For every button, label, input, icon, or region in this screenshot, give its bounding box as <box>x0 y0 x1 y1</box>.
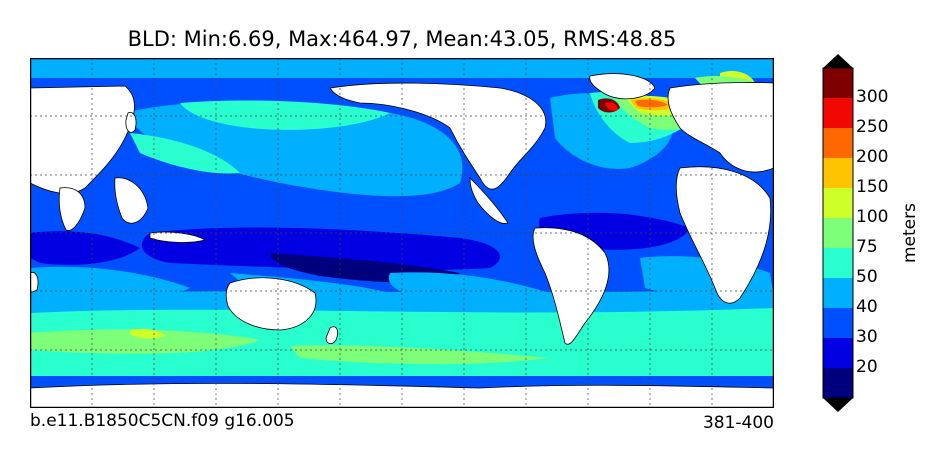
land-greenland <box>589 73 656 100</box>
colorbar-segment <box>823 338 853 368</box>
land-new-zealand <box>325 326 338 344</box>
ocean-depth-map <box>30 58 774 408</box>
land-north-america <box>329 82 547 190</box>
case-name-caption: b.e11.B1850C5CN.f09 g16.005 <box>30 411 295 431</box>
southern-yellow <box>130 328 165 339</box>
north-atlantic-red <box>635 99 668 108</box>
land-south-america <box>532 227 610 345</box>
tropical-pacific-dark <box>141 227 500 271</box>
colorbar-tick-label: 50 <box>856 267 878 287</box>
colorbar-segment <box>823 128 853 158</box>
land-australia <box>225 277 317 331</box>
colorbar-label: meters <box>900 203 920 263</box>
colorbar-tick-label: 300 <box>856 87 889 107</box>
colorbar-tick-label: 30 <box>856 327 878 347</box>
colorbar-tick-label: 40 <box>856 297 878 317</box>
north-pacific-teal <box>180 100 390 130</box>
colorbar-segment <box>823 308 853 338</box>
land-india <box>58 187 86 231</box>
colorbar-tick-label: 100 <box>856 207 889 227</box>
labrador-red <box>605 102 618 111</box>
colorbar-tick-label: 20 <box>856 357 878 377</box>
colorbar-segment <box>823 248 853 278</box>
map-grid <box>30 58 774 408</box>
colorbar-outline <box>822 67 854 399</box>
land-eurasia <box>667 82 774 173</box>
land-madagascar <box>30 271 39 294</box>
indian-ocean-dark <box>30 231 140 265</box>
colorbar-segment <box>823 368 853 398</box>
north-pacific-light <box>125 101 463 197</box>
colorbar-tick-label: 150 <box>856 177 889 197</box>
colorbar-segment <box>823 218 853 248</box>
land-se-asia <box>114 177 149 224</box>
colorbar-tick-label: 75 <box>856 237 878 257</box>
colorbar-tick-label: 250 <box>856 117 889 137</box>
land-central-america <box>469 177 509 224</box>
colorbar-segment <box>823 188 853 218</box>
plot-title: BLD: Min:6.69, Max:464.97, Mean:43.05, R… <box>127 27 677 51</box>
land-japan <box>125 111 137 133</box>
colorbar-extend-low <box>823 398 853 412</box>
colorbar <box>822 54 854 412</box>
colorbar-segment <box>823 68 853 98</box>
southern-green <box>30 329 260 354</box>
land-asia-west <box>30 85 135 194</box>
colorbar-segment <box>823 278 853 308</box>
kuroshio-teal <box>130 133 240 174</box>
map-border <box>30 58 774 408</box>
land-africa <box>675 166 772 304</box>
year-range-caption: 381-400 <box>702 413 774 433</box>
colorbar-segment <box>823 98 853 128</box>
colorbar-segment <box>823 158 853 188</box>
colorbar-extend-high <box>823 54 853 68</box>
land-indonesia <box>149 231 207 243</box>
colorbar-tick-label: 200 <box>856 147 889 167</box>
